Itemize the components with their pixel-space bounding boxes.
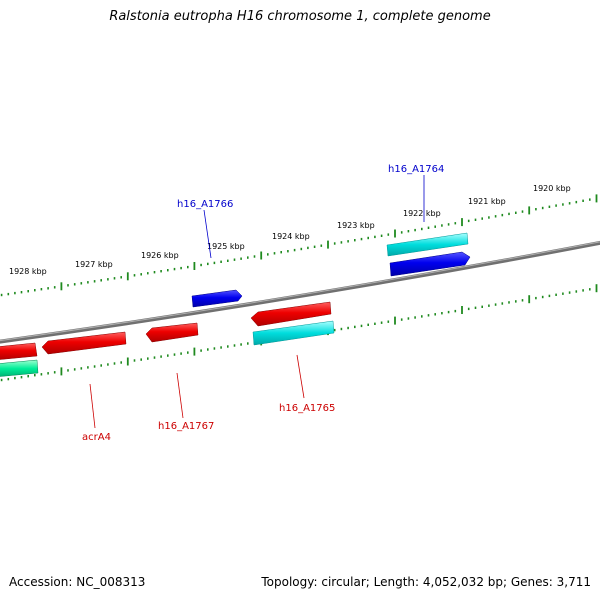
cds-h16_A1766[interactable]: [191, 289, 243, 308]
feature-h16_A1765-cyan[interactable]: [252, 320, 335, 346]
chromosome-backbone: [0, 240, 600, 344]
tick-label-1920: 1920 kbp: [533, 184, 571, 193]
chromosome-backbone-highlight: [0, 241, 600, 342]
outer-scale-ticks: [0, 194, 598, 297]
feature-left-green[interactable]: [0, 359, 39, 377]
tick-label-1922: 1922 kbp: [403, 209, 441, 218]
gene-label-h16_A1767[interactable]: h16_A1767: [158, 421, 214, 432]
cds-left-partial[interactable]: [0, 342, 38, 360]
tick-label-1927: 1927 kbp: [75, 260, 113, 269]
map-title: Ralstonia eutropha H16 chromosome 1, com…: [109, 9, 491, 24]
feature-h16_A1764-cyan[interactable]: [386, 232, 469, 257]
cds-acrA4[interactable]: [41, 331, 127, 355]
connector-h16_A1766: [203, 209, 212, 259]
tick-label-1928: 1928 kbp: [9, 267, 47, 276]
tick-label-1921: 1921 kbp: [468, 197, 506, 206]
connector-h16_A1765: [296, 354, 305, 399]
cds-h16_A1767[interactable]: [145, 322, 199, 343]
gene-label-h16_A1766[interactable]: h16_A1766: [177, 199, 233, 210]
tick-label-1925: 1925 kbp: [207, 242, 245, 251]
gene-label-h16_A1765[interactable]: h16_A1765: [279, 403, 335, 414]
cds-h16_A1765[interactable]: [250, 301, 332, 327]
gene-label-h16_A1764[interactable]: h16_A1764: [388, 164, 444, 175]
gene-label-acrA4[interactable]: acrA4: [82, 432, 111, 443]
connector-acrA4: [89, 383, 96, 429]
connector-h16_A1767: [176, 372, 184, 419]
cds-h16_A1764[interactable]: [389, 251, 471, 277]
tick-label-1923: 1923 kbp: [337, 221, 375, 230]
tick-label-1926: 1926 kbp: [141, 251, 179, 260]
tick-label-1924: 1924 kbp: [272, 232, 310, 241]
accession-text: Accession: NC_008313: [9, 575, 146, 589]
genome-summary-text: Topology: circular; Length: 4,052,032 bp…: [261, 575, 591, 589]
